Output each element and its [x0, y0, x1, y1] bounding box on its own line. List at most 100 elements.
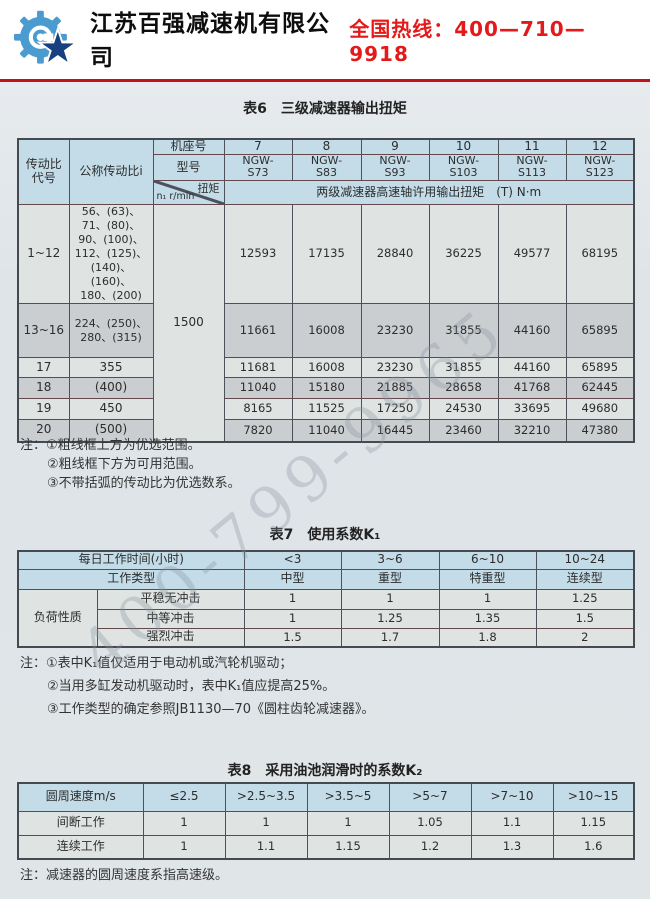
factor-cell: 1	[306, 810, 390, 836]
torque-value-cell: 11661	[223, 303, 293, 359]
code-cell: 1~12	[17, 204, 70, 305]
work-type-cell: 重型	[340, 568, 440, 590]
torque-value-cell: 36225	[428, 204, 499, 305]
factor-cell: 1.25	[535, 588, 635, 610]
torque-label: 扭矩	[197, 182, 220, 196]
table6-notes: 注：①粗线框上方为优选范围。 ②粗线框下方为可用范围。 ③不带括弧的传动比为优选…	[20, 436, 241, 493]
code-cell: 19	[17, 398, 70, 421]
table7: 每日工作时间(小时) <3 3~6 6~10 10~24 工作类型 中型 重型 …	[17, 550, 635, 648]
frame-no-cell: 9	[360, 138, 430, 155]
torque-value-cell: 41768	[497, 377, 567, 400]
torque-value-cell: 44160	[497, 303, 567, 359]
table6-title: 表6 三级减速器输出扭矩	[243, 101, 407, 117]
ratio-cell: 355	[68, 357, 154, 379]
note-line: ③不带括弧的传动比为优选数系。	[47, 476, 241, 491]
factor-cell: 1.15	[552, 810, 635, 836]
daily-hours-cell: 6~10	[438, 550, 537, 570]
torque-speed-diagonal-cell: 扭矩 n₁ r/min	[152, 180, 225, 206]
work-type-cell: 连续型	[535, 568, 635, 590]
diagonal-line	[154, 181, 224, 204]
model-label: 型号	[152, 153, 225, 182]
factor-cell: 1.6	[552, 834, 635, 860]
code-cell: 18	[17, 377, 70, 400]
code-cell: 13~16	[17, 303, 70, 359]
note-line: 注：减速器的圆周速度系指高速级。	[20, 868, 229, 883]
torque-value-cell: 11525	[291, 398, 362, 421]
content-area: 400-799-9965 表6 三级减速器输出扭矩 传动比 代号 公称传动比i …	[0, 82, 650, 899]
model-cell: NGW- S73	[223, 153, 293, 182]
torque-value-cell: 16008	[291, 357, 362, 379]
torque-value-cell: 32210	[497, 419, 567, 443]
torque-value-cell: 65895	[565, 357, 635, 379]
factor-cell: 1	[243, 588, 342, 610]
work-type-label: 工作类型	[17, 568, 245, 590]
factor-cell: 1	[224, 810, 308, 836]
torque-value-cell: 23230	[360, 357, 430, 379]
torque-value-cell: 16008	[291, 303, 362, 359]
model-cell: NGW- S113	[497, 153, 567, 182]
note-line: ③工作类型的确定参照JB1130—70《圆柱齿轮减速器》。	[47, 702, 375, 717]
note-line: ②粗线框下方为可用范围。	[47, 457, 202, 472]
torque-value-cell: 16445	[360, 419, 430, 443]
note-line: ②当用多缸发动机驱动时，表中K₁值应提高25%。	[47, 679, 336, 694]
torque-value-cell: 11040	[223, 377, 293, 400]
ratio-code-header: 传动比 代号	[17, 138, 70, 206]
speed-range-cell: >3.5~5	[306, 782, 390, 812]
speed-range-cell: >5~7	[388, 782, 472, 812]
work-type-cell: 特重型	[438, 568, 537, 590]
site-header: 江苏百强减速机有限公司 全国热线：400—710—9918	[0, 0, 650, 79]
factor-cell: 2	[535, 627, 635, 648]
torque-value-cell: 68195	[565, 204, 635, 305]
torque-value-cell: 62445	[565, 377, 635, 400]
torque-value-cell: 23230	[360, 303, 430, 359]
frame-no-cell: 7	[223, 138, 293, 155]
factor-cell: 1.05	[388, 810, 472, 836]
note-line: 注：①表中K₁值仅适用于电动机或汽轮机驱动；	[20, 656, 293, 671]
factor-cell: 1.1	[470, 810, 554, 836]
speed-label: n₁ r/min	[156, 191, 195, 203]
factor-cell: 1.8	[438, 627, 537, 648]
model-cell: NGW- S83	[291, 153, 362, 182]
factor-cell: 1.3	[470, 834, 554, 860]
load-row-label: 中等冲击	[96, 608, 245, 629]
torque-value-cell: 28658	[428, 377, 499, 400]
model-cell: NGW- S103	[428, 153, 499, 182]
company-name: 江苏百强减速机有限公司	[90, 10, 330, 71]
torque-value-cell: 47380	[565, 419, 635, 443]
table6: 传动比 代号 公称传动比i 机座号 7 8 9 10 11 12 型号 NGW-…	[17, 138, 635, 443]
peripheral-speed-label: 圆周速度m/s	[17, 782, 144, 812]
torque-value-cell: 65895	[565, 303, 635, 359]
daily-hours-cell: 10~24	[535, 550, 635, 570]
load-row-label: 强烈冲击	[96, 627, 245, 648]
torque-value-cell: 44160	[497, 357, 567, 379]
torque-value-cell: 21885	[360, 377, 430, 400]
torque-value-cell: 28840	[360, 204, 430, 305]
torque-value-cell: 17250	[360, 398, 430, 421]
code-cell: 20	[17, 419, 70, 443]
nominal-ratio-header: 公称传动比i	[68, 138, 154, 206]
factor-cell: 1.7	[340, 627, 440, 648]
torque-value-cell: 23460	[428, 419, 499, 443]
factor-cell: 1.5	[535, 608, 635, 629]
speed-range-cell: >10~15	[552, 782, 635, 812]
torque-value-cell: 49577	[497, 204, 567, 305]
factor-cell: 1	[142, 810, 226, 836]
factor-cell: 1.25	[340, 608, 440, 629]
note-line: 注：①粗线框上方为优选范围。	[20, 438, 201, 453]
speed-range-cell: ≤2.5	[142, 782, 226, 812]
table8-title: 表8 采用油池润滑时的系数K₂	[227, 763, 423, 779]
torque-value-cell: 17135	[291, 204, 362, 305]
daily-hours-cell: <3	[243, 550, 342, 570]
factor-cell: 1.2	[388, 834, 472, 860]
torque-value-cell: 31855	[428, 357, 499, 379]
torque-value-cell: 8165	[223, 398, 293, 421]
model-cell: NGW- S123	[565, 153, 635, 182]
speed-range-cell: >2.5~3.5	[224, 782, 308, 812]
header-divider	[0, 79, 650, 82]
frame-no-cell: 11	[497, 138, 567, 155]
speed-range-cell: >7~10	[470, 782, 554, 812]
torque-value-cell: 31855	[428, 303, 499, 359]
company-logo	[14, 10, 80, 67]
torque-value-cell: 33695	[497, 398, 567, 421]
frame-no-cell: 12	[565, 138, 635, 155]
